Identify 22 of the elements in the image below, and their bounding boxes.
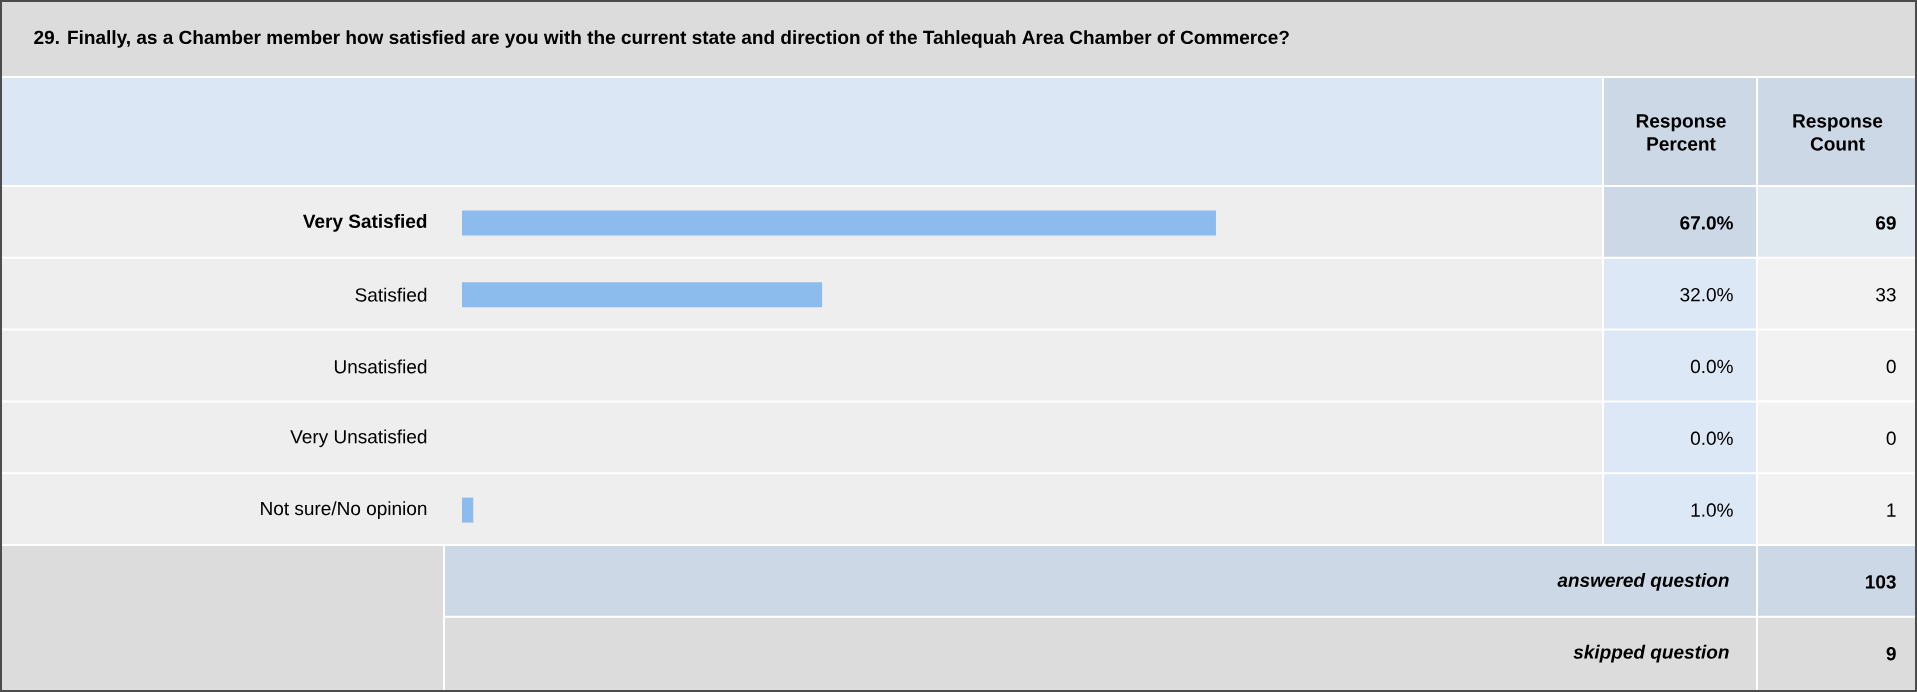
data-label: 1.0% — [1691, 503, 1733, 517]
text: 1 — [1887, 503, 1896, 517]
y-tick-label: Not sure/No opinion — [261, 501, 427, 519]
y-tick-label: Satisfied — [355, 287, 427, 302]
text: 0 — [1886, 431, 1896, 446]
text: 9 — [1886, 646, 1896, 661]
text: 33 — [1876, 287, 1896, 302]
text: skipped question — [1573, 644, 1729, 663]
text: Response Count — [1793, 114, 1883, 151]
data-label: 67.0% — [1680, 216, 1733, 230]
text: answered question — [1557, 573, 1729, 591]
data-label: 0.0% — [1690, 431, 1733, 446]
y-tick-label: Very Satisfied — [302, 214, 427, 232]
chart-title: 29. Finally, as a Chamber member how satisfied are you with the current state and direction of the Tahlequah Area Chamber of Commerce? — [34, 30, 1289, 48]
text: 69 — [1876, 216, 1896, 230]
text: Response Percent — [1636, 114, 1726, 151]
text: 0 — [1886, 359, 1896, 374]
data-label: 32.0% — [1680, 287, 1733, 302]
data-label: 0.0% — [1690, 359, 1733, 374]
text: 103 — [1865, 575, 1896, 589]
y-tick-label: Unsatisfied — [334, 359, 427, 374]
y-tick-label: Very Unsatisfied — [290, 429, 427, 448]
